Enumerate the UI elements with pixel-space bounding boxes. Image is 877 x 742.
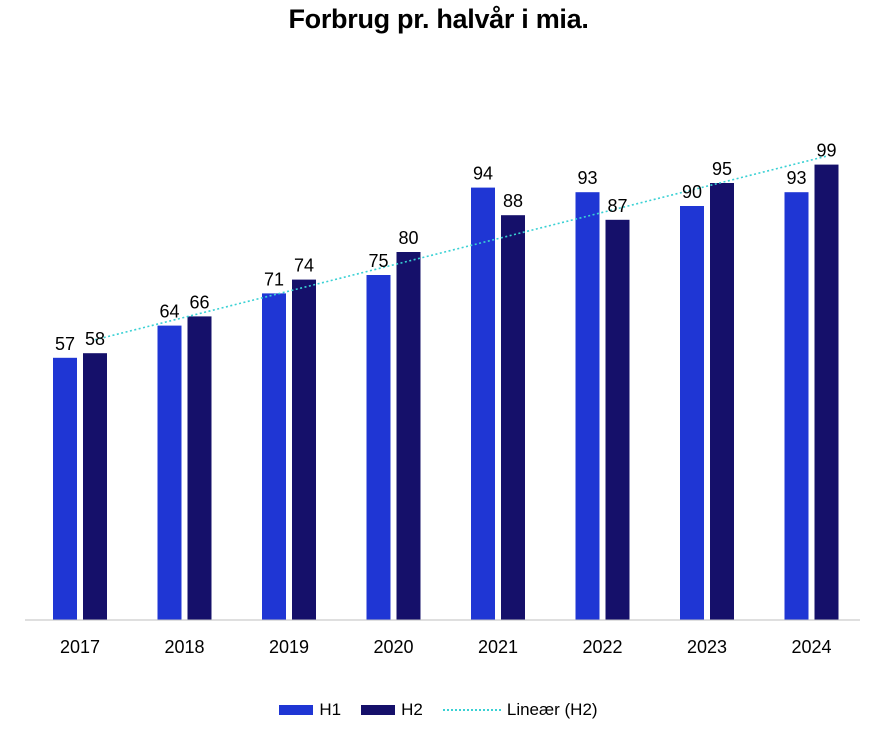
data-label-h2-2024: 99 xyxy=(816,141,836,161)
data-label-h1-2018: 64 xyxy=(159,302,179,322)
legend-item-h1: H1 xyxy=(279,700,341,720)
data-label-h2-2022: 87 xyxy=(607,196,627,216)
legend-label-h2: H2 xyxy=(401,700,423,719)
bar-h1-2022 xyxy=(575,192,600,620)
x-tick-label-2021: 2021 xyxy=(478,637,518,657)
legend-line-trendline xyxy=(442,709,501,711)
data-label-h1-2017: 57 xyxy=(55,334,75,354)
data-label-h2-2018: 66 xyxy=(189,292,209,312)
bar-h1-2021 xyxy=(471,187,495,620)
data-label-h1-2020: 75 xyxy=(368,251,388,271)
bar-h1-2020 xyxy=(366,275,391,620)
x-tick-label-2024: 2024 xyxy=(791,637,831,657)
x-tick-label-2020: 2020 xyxy=(373,637,413,657)
bar-h1-2024 xyxy=(784,192,809,620)
x-tick-label-2019: 2019 xyxy=(269,637,309,657)
x-tick-label-2022: 2022 xyxy=(582,637,622,657)
data-label-h1-2021: 94 xyxy=(473,164,493,184)
bar-h2-2019 xyxy=(292,279,316,620)
data-label-h2-2019: 74 xyxy=(294,256,314,276)
legend-item-trendline: Lineær (H2) xyxy=(442,700,598,720)
bar-h2-2022 xyxy=(605,219,630,621)
x-tick-labels: 2017 2018 2019 2020 2021 2022 2023 2024 xyxy=(60,637,832,657)
legend-item-h2: H2 xyxy=(361,700,423,720)
legend-label-trendline: Lineær (H2) xyxy=(506,700,598,719)
bar-h2-2017 xyxy=(83,353,107,620)
bar-h2-2024 xyxy=(814,164,839,620)
chart-title: Forbrug pr. halvår i mia. xyxy=(288,4,589,34)
bar-h1-2017 xyxy=(53,357,77,620)
legend-swatch-h2 xyxy=(361,705,396,715)
bar-h2-2020 xyxy=(396,252,421,620)
data-labels-layer: 57 58 64 66 71 74 75 80 94 88 93 87 90 95 93 99 xyxy=(55,141,837,354)
data-label-h1-2024: 93 xyxy=(786,168,806,188)
bars-layer xyxy=(53,164,839,621)
legend-swatch-h1 xyxy=(279,705,314,715)
bar-h1-2018 xyxy=(157,325,182,620)
bar-h2-2023 xyxy=(710,183,734,620)
bar-h1-2023 xyxy=(680,206,704,620)
bar-h2-2018 xyxy=(187,316,212,620)
bar-h2-2021 xyxy=(501,215,525,620)
bar-h1-2019 xyxy=(262,293,286,620)
legend: H1 H2 Lineær (H2) xyxy=(0,700,877,720)
x-tick-label-2017: 2017 xyxy=(60,637,100,657)
data-label-h2-2021: 88 xyxy=(503,191,523,211)
x-tick-label-2023: 2023 xyxy=(687,637,727,657)
x-tick-label-2018: 2018 xyxy=(164,637,204,657)
data-label-h2-2023: 95 xyxy=(712,159,732,179)
data-label-h1-2023: 90 xyxy=(682,182,702,202)
data-label-h2-2017: 58 xyxy=(85,329,105,349)
data-label-h2-2020: 80 xyxy=(398,228,418,248)
data-label-h1-2022: 93 xyxy=(577,168,597,188)
data-label-h1-2019: 71 xyxy=(264,269,284,289)
legend-label-h1: H1 xyxy=(319,700,342,719)
